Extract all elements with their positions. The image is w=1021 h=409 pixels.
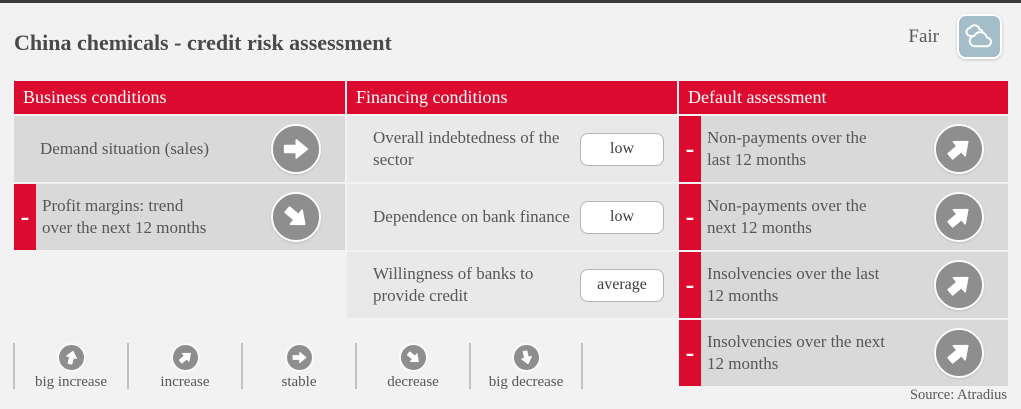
decrease-icon — [398, 343, 428, 372]
table-row: - Profit margins: trend over the next 12… — [14, 184, 345, 250]
trend-stable-icon — [271, 124, 321, 174]
trend-increase-icon — [934, 124, 984, 174]
section-header: Financing conditions — [347, 81, 677, 114]
legend-label: decrease — [387, 374, 439, 390]
source-attribution: Source: Atradius — [909, 387, 1007, 403]
row-label: Non-payments over the last 12 months — [707, 128, 867, 169]
big-decrease-icon — [511, 343, 541, 372]
value-badge-average[interactable]: average — [580, 268, 664, 302]
section-header: Default assessment — [679, 81, 1008, 114]
trend-increase-icon — [934, 328, 984, 378]
row-label: Insolvencies over the last 12 months — [707, 264, 880, 305]
legend-label: big increase — [34, 374, 108, 390]
trend-legend: big increase increase stable decrease bi… — [13, 343, 583, 390]
table-row: - Non-payments over the next 12 months — [679, 184, 1008, 250]
table-row: Overall indebtedness of the sector low — [347, 116, 677, 182]
row-label: Willingness of banks to provide credit — [373, 264, 534, 305]
row-label: Profit margins: trend over the next 12 m… — [42, 196, 207, 237]
legend-label: stable — [281, 374, 317, 390]
negative-flag: - — [14, 184, 36, 250]
section-header: Business conditions — [14, 81, 345, 114]
stable-icon — [284, 343, 314, 372]
section-default-assessment: Default assessment - Non-payments over t… — [679, 81, 1008, 388]
big-increase-icon — [56, 343, 86, 372]
trend-increase-icon — [934, 192, 984, 242]
trend-increase-icon — [934, 260, 984, 310]
section-business-conditions: Business conditions Demand situation (sa… — [14, 81, 345, 252]
table-row: Willingness of banks to provide credit a… — [347, 252, 677, 318]
value-badge-low[interactable]: low — [580, 200, 664, 234]
legend-item-stable: stable — [241, 343, 355, 390]
overall-rating: Fair — [908, 14, 1002, 59]
row-label: Insolvencies over the next 12 months — [707, 332, 885, 373]
table-row: Dependence on bank finance low — [347, 184, 677, 250]
legend-item-big-decrease: big decrease — [469, 343, 583, 390]
negative-flag: - — [679, 116, 701, 182]
table-row: - Insolvencies over the last 12 months — [679, 252, 1008, 318]
value-badge-low[interactable]: low — [580, 132, 664, 166]
table-row: - Insolvencies over the next 12 months — [679, 320, 1008, 386]
table-row: Demand situation (sales) — [14, 116, 345, 182]
legend-label: big decrease — [488, 374, 564, 390]
rating-label: Fair — [908, 25, 939, 47]
negative-flag: - — [679, 320, 701, 386]
row-label: Non-payments over the next 12 months — [707, 196, 867, 237]
section-financing-conditions: Financing conditions Overall indebtednes… — [347, 81, 677, 320]
row-label: Overall indebtedness of the sector — [373, 128, 560, 169]
legend-label: increase — [160, 374, 210, 390]
legend-item-increase: increase — [127, 343, 241, 390]
row-label: Dependence on bank finance — [373, 207, 570, 226]
increase-icon — [170, 343, 200, 372]
page-title: China chemicals - credit risk assessment — [14, 30, 392, 55]
negative-flag: - — [679, 184, 701, 250]
legend-item-decrease: decrease — [355, 343, 469, 390]
row-label: Demand situation (sales) — [40, 139, 210, 158]
legend-item-big-increase: big increase — [13, 343, 127, 390]
trend-decrease-icon — [271, 192, 321, 242]
negative-flag: - — [679, 252, 701, 318]
table-row: - Non-payments over the last 12 months — [679, 116, 1008, 182]
cloud-icon — [957, 14, 1002, 59]
